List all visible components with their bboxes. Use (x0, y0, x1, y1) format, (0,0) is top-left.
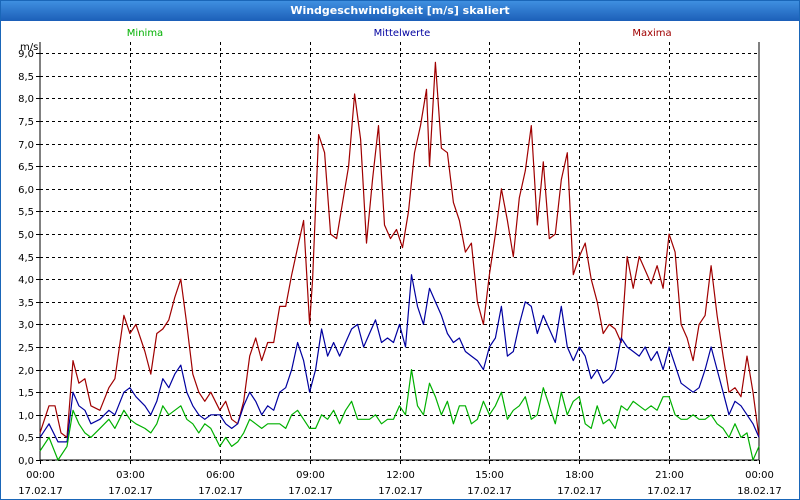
series-line-maxima (39, 61, 760, 438)
y-axis-unit-label: m/s (20, 42, 38, 53)
y-tick-label: 5,5 (18, 207, 34, 218)
y-tick-label: 7,0 (18, 140, 34, 151)
x-tick-date-label: 17.02.17 (557, 486, 602, 497)
x-tick-time-label: 12:00 (386, 470, 415, 481)
series-lines (39, 61, 760, 461)
x-tick-date-label: 17.02.17 (288, 486, 333, 497)
grid (40, 42, 759, 461)
x-tick-time-label: 18:00 (565, 470, 594, 481)
y-tick-label: 0,5 (18, 433, 34, 444)
y-tick-label: 9,0 (18, 49, 34, 60)
x-tick-date-label: 17.02.17 (467, 486, 512, 497)
x-tick-time-label: 06:00 (206, 470, 235, 481)
y-tick-label: 5,0 (18, 230, 34, 241)
y-tick-label: 1,0 (18, 411, 34, 422)
y-tick-label: 2,5 (18, 343, 34, 354)
legend-item-maxima: Maxima (632, 28, 671, 39)
series-line-mittelwerte (39, 274, 760, 443)
x-tick-date-label: 17.02.17 (18, 486, 63, 497)
x-tick-time-label: 03:00 (116, 470, 145, 481)
y-tick-label: 3,0 (18, 320, 34, 331)
y-tick-label: 8,5 (18, 72, 34, 83)
x-axis-ticks: 00:00 17.02.17 03:00 17.02.17 06:00 17.02.17 0… (18, 460, 782, 497)
y-axis-ticks: 0,0 0,5 1,0 1,5 2,0 2,5 3,0 3,5 4,0 4,5 5,0 5,5 6,0 6… (18, 49, 40, 467)
y-tick-label: 0,0 (18, 456, 34, 467)
x-tick-time-label: 21:00 (655, 470, 684, 481)
x-tick-date-label: 17.02.17 (378, 486, 423, 497)
y-tick-label: 6,0 (18, 185, 34, 196)
y-tick-label: 6,5 (18, 162, 34, 173)
x-tick-date-label: 17.02.17 (198, 486, 243, 497)
series-line-minima (39, 369, 760, 461)
x-tick-date-label: 17.02.17 (108, 486, 153, 497)
y-tick-label: 2,0 (18, 366, 34, 377)
x-tick-time-label: 00:00 (745, 470, 774, 481)
x-tick-time-label: 15:00 (475, 470, 504, 481)
y-tick-label: 1,5 (18, 388, 34, 399)
y-tick-label: 7,5 (18, 117, 34, 128)
y-tick-label: 4,5 (18, 253, 34, 264)
x-tick-date-label: 17.02.17 (647, 486, 692, 497)
y-tick-label: 3,5 (18, 298, 34, 309)
chart-title: Windgeschwindigkeit [m/s] skaliert (1, 1, 799, 21)
x-tick-time-label: 00:00 (26, 470, 55, 481)
legend: Minima Mittelwerte Maxima (127, 28, 672, 39)
x-tick-time-label: 09:00 (296, 470, 325, 481)
x-tick-date-label: 18.02.17 (737, 486, 782, 497)
legend-item-minima: Minima (127, 28, 163, 39)
y-tick-label: 4,0 (18, 275, 34, 286)
legend-item-mittelwerte: Mittelwerte (374, 28, 431, 39)
y-tick-label: 8,0 (18, 94, 34, 105)
